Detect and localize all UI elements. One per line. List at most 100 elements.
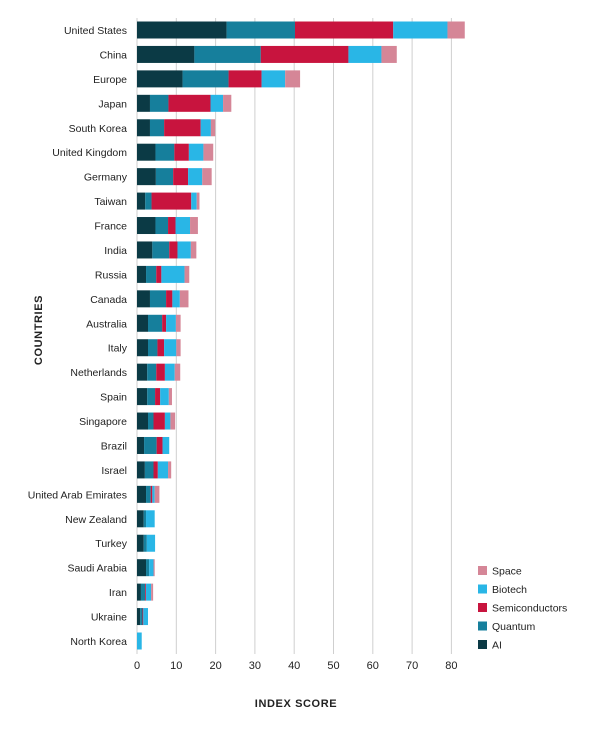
category-label: Brazil: [101, 440, 127, 452]
bar-segment: [149, 94, 169, 112]
legend-label: Quantum: [492, 621, 535, 633]
bar-segment: [173, 168, 189, 186]
bar-segment: [196, 192, 200, 210]
category-label: United Kingdom: [52, 147, 127, 159]
bar-segment: [285, 70, 301, 88]
bar-segment: [168, 461, 172, 479]
bar-segment: [137, 363, 148, 381]
x-tick-label: 50: [327, 660, 339, 672]
bar-segment: [156, 265, 162, 283]
x-tick-label: 70: [406, 660, 418, 672]
category-label: Ukraine: [91, 612, 127, 624]
category-label: Europe: [93, 74, 127, 86]
bar-segment: [137, 510, 144, 528]
bar-segment: [152, 485, 155, 503]
x-tick-label: 80: [445, 660, 457, 672]
bar-segment: [170, 412, 176, 430]
bar-segment: [166, 314, 176, 332]
legend-label: Space: [492, 566, 522, 578]
bar-segment: [168, 94, 211, 112]
bar-segment: [137, 217, 156, 235]
bar-segment: [146, 510, 155, 528]
bars: [137, 21, 465, 650]
bar-segment: [226, 21, 295, 39]
bar-segment: [137, 192, 146, 210]
bar-segment: [164, 119, 201, 137]
category-label: Israel: [101, 465, 127, 477]
bar-segment: [179, 290, 189, 308]
category-label: Singapore: [79, 416, 127, 428]
bar-segment: [150, 485, 153, 503]
bar-segment: [137, 388, 148, 406]
bar-segment: [381, 45, 397, 63]
bar-segment: [164, 339, 177, 357]
bar-segment: [184, 265, 190, 283]
bar-segment: [155, 217, 169, 235]
x-tick-label: 0: [134, 660, 140, 672]
category-labels: United States China Europe Japan South Korea…: [28, 25, 128, 648]
bar-segment: [177, 241, 191, 259]
category-label: Saudi Arabia: [67, 563, 127, 575]
bar-segment: [169, 241, 178, 259]
bar-segment: [157, 461, 169, 479]
bar-segment: [200, 119, 211, 137]
bar-segment: [152, 241, 170, 259]
category-label: China: [100, 49, 128, 61]
bar-segment: [164, 412, 171, 430]
category-label: France: [94, 221, 127, 233]
bar-segment: [146, 265, 157, 283]
category-label: Spain: [100, 392, 127, 404]
x-tick-label: 20: [209, 660, 221, 672]
bar-segment: [137, 168, 156, 186]
bar-segment: [144, 436, 157, 454]
bar-segment: [164, 363, 175, 381]
bar-segment: [142, 608, 144, 626]
bar-segment: [194, 45, 261, 63]
bar-segment: [137, 45, 195, 63]
bar-segment: [146, 534, 156, 552]
bar-segment: [137, 485, 147, 503]
bar-segment: [175, 314, 181, 332]
bar-segment: [203, 143, 214, 161]
category-label: United Arab Emirates: [28, 489, 127, 501]
bar-segment: [294, 21, 394, 39]
bar-segment: [156, 363, 165, 381]
bar-segment: [140, 583, 146, 601]
x-axis-title: INDEX SCORE: [255, 698, 337, 710]
bar-segment: [137, 339, 149, 357]
bar-segment: [143, 608, 149, 626]
bar-segment: [137, 583, 141, 601]
bar-segment: [137, 632, 142, 650]
bar-segment: [137, 290, 150, 308]
bar-segment: [155, 388, 161, 406]
category-label: Russia: [95, 269, 127, 281]
bar-segment: [137, 21, 227, 39]
bar-segment: [137, 70, 183, 88]
legend-swatch: [478, 584, 487, 594]
bar-segment: [210, 94, 224, 112]
bar-segment: [156, 436, 163, 454]
bar-segment: [151, 192, 192, 210]
category-label: Germany: [84, 172, 128, 184]
bar-segment: [261, 70, 286, 88]
legend-label: Semiconductors: [492, 603, 567, 615]
bar-segment: [154, 485, 160, 503]
x-tick-label: 10: [170, 660, 182, 672]
category-label: New Zealand: [65, 514, 127, 526]
bar-segment: [137, 314, 149, 332]
bar-segment: [143, 534, 147, 552]
bar-segment: [210, 119, 216, 137]
bar-segment: [148, 314, 163, 332]
bar-segment: [146, 583, 152, 601]
bar-segment: [174, 363, 181, 381]
bar-segment: [137, 119, 150, 137]
bar-segment: [137, 412, 149, 430]
bar-segment: [137, 461, 145, 479]
category-label: Japan: [98, 98, 127, 110]
bar-segment: [145, 583, 147, 601]
bar-segment: [166, 290, 173, 308]
bar-segment: [137, 608, 141, 626]
legend-swatch: [478, 603, 487, 612]
category-label: South Korea: [69, 123, 128, 135]
bar-segment: [348, 45, 382, 63]
